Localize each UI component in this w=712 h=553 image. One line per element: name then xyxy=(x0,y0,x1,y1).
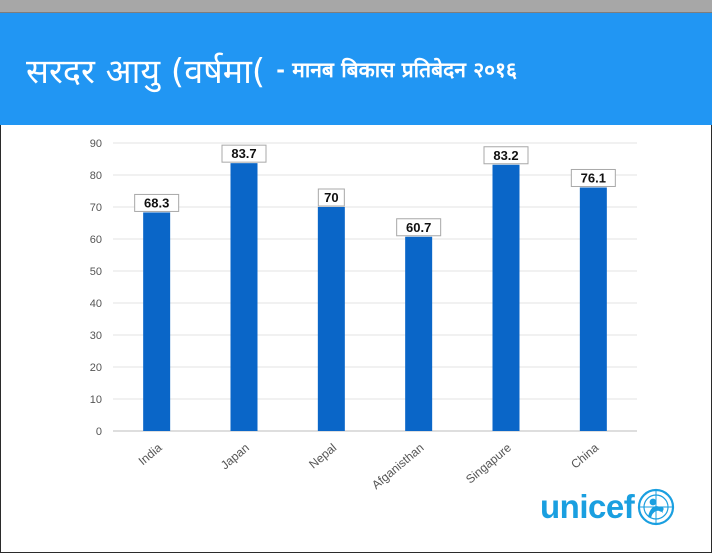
data-label-box xyxy=(570,168,616,187)
x-tick-label: India xyxy=(136,440,165,468)
title-main: सरदर आयु (वर्षमा( xyxy=(26,52,266,92)
x-tick-label: China xyxy=(568,440,601,471)
data-label: 83.2 xyxy=(493,148,518,163)
y-tick-label: 20 xyxy=(90,362,102,374)
data-label: 68.3 xyxy=(144,195,169,210)
data-label-box xyxy=(483,146,529,165)
title-banner xyxy=(0,13,712,125)
y-tick-label: 50 xyxy=(90,266,102,278)
bar xyxy=(579,187,607,431)
slide-title: सरदर आयु (वर्षमा( - मानब बिकास प्रतिबेदन… xyxy=(26,47,517,93)
bar xyxy=(143,212,171,431)
bar xyxy=(317,207,345,431)
data-label-box xyxy=(396,218,442,237)
title-subtitle: - मानब बिकास प्रतिबेदन २०१६ xyxy=(276,58,517,82)
unicef-logo: unicef xyxy=(540,487,676,527)
x-tick-label: Nepal xyxy=(306,441,339,472)
y-tick-label: 80 xyxy=(90,170,102,182)
x-tick-label: Afganisthan xyxy=(369,441,427,492)
data-label-box xyxy=(317,188,345,207)
data-label: 76.1 xyxy=(581,170,606,185)
x-tick-label: Singapure xyxy=(463,440,514,486)
unicef-logo-text: unicef xyxy=(540,488,635,525)
window-top-strip xyxy=(0,0,712,13)
bar-chart: 0 10 20 30 40 50 60 70 80 90 68.3 India 83.7 Japan 70 N… xyxy=(90,138,637,492)
y-tick-label: 70 xyxy=(90,202,102,214)
x-tick-label: Japan xyxy=(218,441,252,473)
bar xyxy=(492,164,520,431)
y-tick-label: 60 xyxy=(90,234,102,246)
y-tick-label: 40 xyxy=(90,298,102,310)
bar xyxy=(405,236,433,431)
y-tick-label: 10 xyxy=(90,394,102,406)
data-label: 70 xyxy=(324,190,338,205)
y-tick-label: 0 xyxy=(96,426,102,438)
data-label-box xyxy=(134,193,180,212)
data-label: 60.7 xyxy=(406,220,431,235)
y-tick-label: 90 xyxy=(90,138,102,150)
bar xyxy=(230,163,258,431)
data-label-box xyxy=(221,144,267,163)
y-tick-label: 30 xyxy=(90,330,102,342)
data-label: 83.7 xyxy=(231,146,256,161)
unicef-emblem-icon xyxy=(638,488,675,526)
